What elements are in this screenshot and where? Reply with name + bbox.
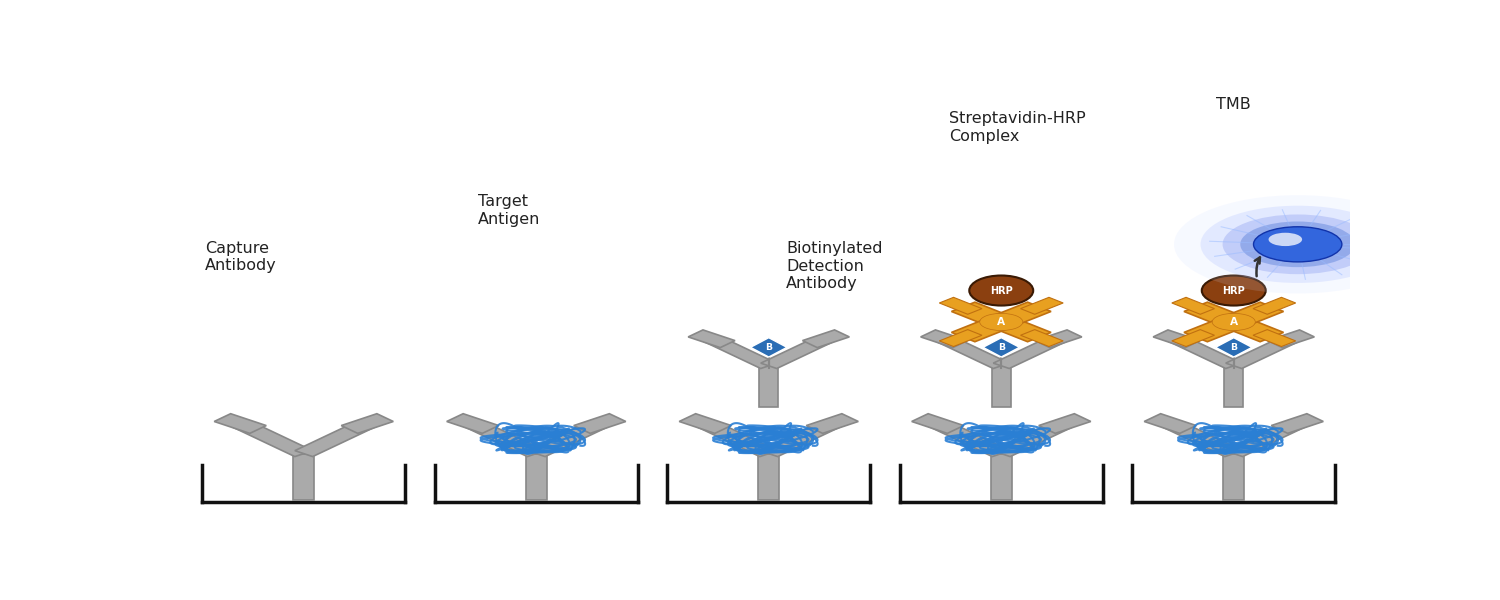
Bar bbox=[992, 454, 1011, 500]
Bar bbox=[1224, 454, 1244, 500]
Bar bbox=[759, 366, 778, 407]
Polygon shape bbox=[340, 413, 393, 433]
Polygon shape bbox=[928, 421, 1010, 457]
Circle shape bbox=[1240, 221, 1354, 267]
Polygon shape bbox=[1172, 329, 1215, 347]
Polygon shape bbox=[1035, 330, 1082, 347]
Polygon shape bbox=[912, 413, 964, 433]
Polygon shape bbox=[573, 413, 626, 433]
Text: A: A bbox=[1230, 317, 1238, 327]
Text: B: B bbox=[1230, 343, 1238, 352]
Circle shape bbox=[1200, 206, 1395, 283]
Polygon shape bbox=[750, 338, 788, 357]
Polygon shape bbox=[802, 330, 849, 347]
Polygon shape bbox=[1270, 413, 1323, 433]
Text: TMB: TMB bbox=[1216, 97, 1251, 112]
Circle shape bbox=[1254, 227, 1342, 262]
Polygon shape bbox=[951, 302, 1052, 342]
Circle shape bbox=[1174, 195, 1422, 293]
Ellipse shape bbox=[1202, 275, 1266, 305]
Text: B: B bbox=[998, 343, 1005, 352]
Circle shape bbox=[1212, 313, 1255, 331]
Polygon shape bbox=[806, 413, 858, 433]
Polygon shape bbox=[1020, 329, 1064, 347]
Text: Capture
Antibody: Capture Antibody bbox=[206, 241, 276, 273]
Polygon shape bbox=[760, 421, 842, 457]
Bar bbox=[1224, 366, 1244, 407]
Polygon shape bbox=[939, 329, 982, 347]
Polygon shape bbox=[214, 413, 267, 433]
Polygon shape bbox=[1172, 298, 1215, 314]
Polygon shape bbox=[1020, 298, 1064, 314]
Bar bbox=[759, 454, 778, 500]
Text: Streptavidin-HRP
Complex: Streptavidin-HRP Complex bbox=[950, 111, 1086, 143]
Polygon shape bbox=[680, 413, 732, 433]
Polygon shape bbox=[982, 338, 1020, 357]
Polygon shape bbox=[447, 413, 500, 433]
Polygon shape bbox=[936, 336, 1010, 368]
Polygon shape bbox=[1215, 338, 1252, 357]
Polygon shape bbox=[1252, 298, 1296, 314]
Circle shape bbox=[1222, 214, 1373, 274]
Polygon shape bbox=[921, 330, 968, 347]
Polygon shape bbox=[1184, 302, 1284, 342]
Polygon shape bbox=[528, 421, 609, 457]
Polygon shape bbox=[464, 421, 544, 457]
Text: Target
Antigen: Target Antigen bbox=[478, 194, 540, 227]
Text: HRP: HRP bbox=[1222, 286, 1245, 296]
Polygon shape bbox=[231, 421, 312, 457]
Polygon shape bbox=[1038, 413, 1090, 433]
Polygon shape bbox=[1184, 302, 1284, 342]
Text: Biotinylated
Detection
Antibody: Biotinylated Detection Antibody bbox=[786, 241, 882, 291]
Text: HRP: HRP bbox=[990, 286, 1012, 296]
Polygon shape bbox=[1168, 336, 1242, 368]
Polygon shape bbox=[993, 421, 1074, 457]
Polygon shape bbox=[951, 302, 1052, 342]
Polygon shape bbox=[993, 336, 1066, 368]
Polygon shape bbox=[296, 421, 376, 457]
Polygon shape bbox=[1161, 421, 1242, 457]
Polygon shape bbox=[1144, 413, 1197, 433]
Polygon shape bbox=[688, 330, 735, 347]
Polygon shape bbox=[1252, 329, 1296, 347]
Text: B: B bbox=[765, 343, 772, 352]
Polygon shape bbox=[1226, 421, 1306, 457]
Polygon shape bbox=[760, 336, 834, 368]
Circle shape bbox=[1269, 233, 1302, 246]
Text: A: A bbox=[998, 317, 1005, 327]
Polygon shape bbox=[704, 336, 777, 368]
Bar bbox=[294, 454, 314, 500]
Polygon shape bbox=[1154, 330, 1200, 347]
Polygon shape bbox=[696, 421, 777, 457]
Polygon shape bbox=[939, 298, 982, 314]
Bar bbox=[992, 366, 1011, 407]
Polygon shape bbox=[1268, 330, 1314, 347]
Ellipse shape bbox=[969, 275, 1034, 305]
Circle shape bbox=[980, 313, 1023, 331]
Polygon shape bbox=[1226, 336, 1299, 368]
Bar bbox=[526, 454, 546, 500]
